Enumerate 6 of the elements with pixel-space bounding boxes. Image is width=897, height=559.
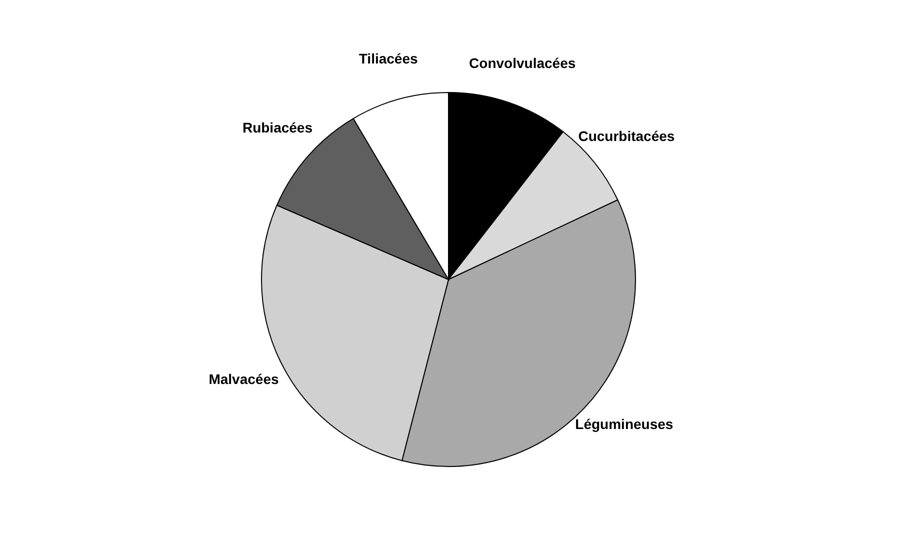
slice-label: Cucurbitacées (578, 128, 675, 144)
slice-label: Convolvulacées (469, 54, 576, 71)
slice-label: Malvacées (208, 370, 279, 387)
slice-label: Tiliacées (358, 50, 418, 67)
slice-label: Rubiacées (242, 120, 313, 136)
slice-label: Légumineuses (575, 416, 674, 432)
